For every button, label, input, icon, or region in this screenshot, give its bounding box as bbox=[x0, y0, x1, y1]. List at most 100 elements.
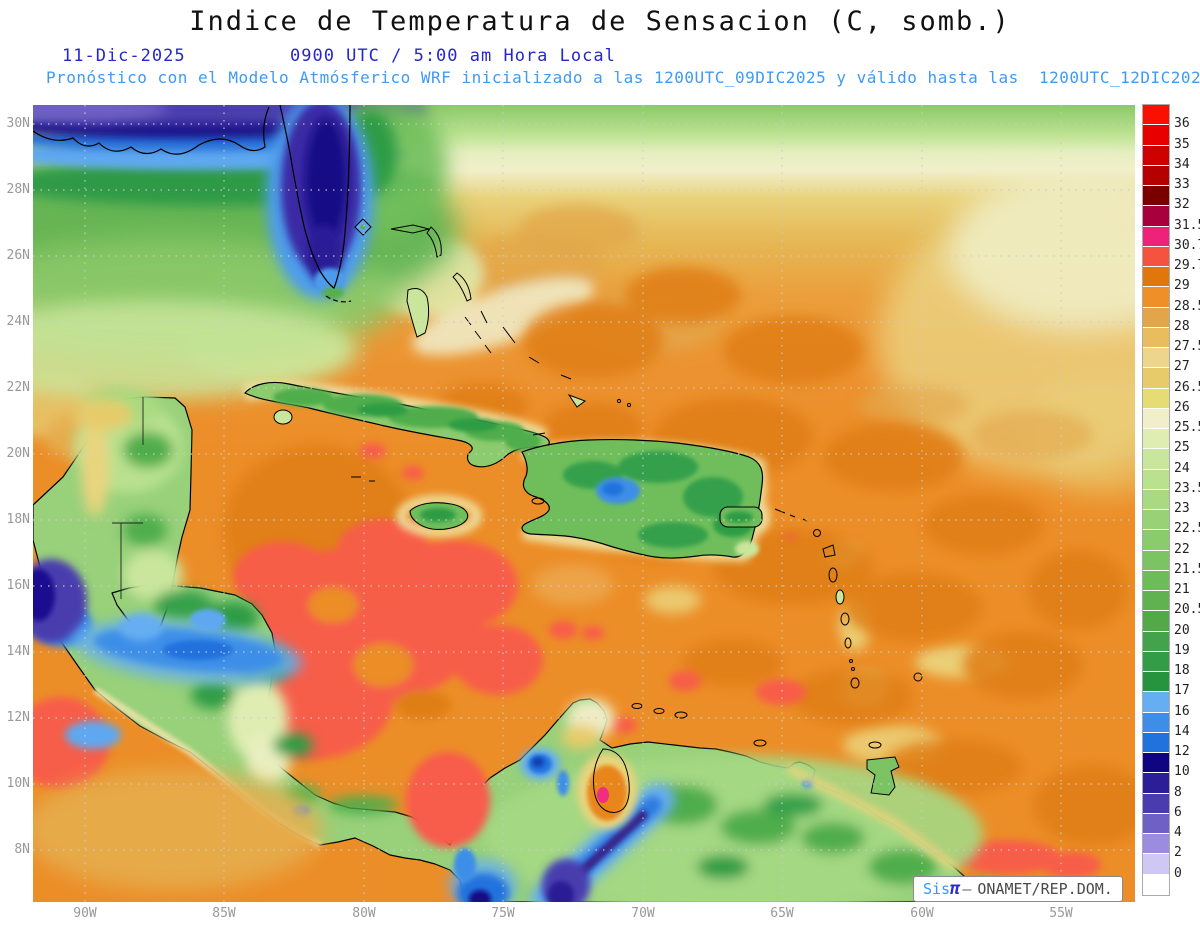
x-axis-label: 80W bbox=[352, 906, 376, 921]
x-axis-label: 75W bbox=[491, 906, 515, 921]
x-axis-label: 60W bbox=[910, 906, 934, 921]
colorbar-segment bbox=[1143, 692, 1169, 713]
colorbar-segment bbox=[1143, 388, 1169, 409]
colorbar-segment bbox=[1143, 145, 1169, 166]
colorbar-segment bbox=[1143, 550, 1169, 571]
credit-separator: – bbox=[962, 879, 972, 898]
colorbar-segment bbox=[1143, 834, 1169, 855]
pi-symbol: π bbox=[950, 878, 961, 899]
y-axis-label: 20N bbox=[6, 446, 30, 461]
model-run-note: Pronóstico con el Modelo Atmósferico WRF… bbox=[46, 68, 1200, 87]
map-canvas bbox=[33, 105, 1135, 902]
y-axis-label: 8N bbox=[14, 842, 30, 857]
colorbar-segment bbox=[1143, 449, 1169, 470]
landmass bbox=[33, 387, 1008, 902]
lake-maracaibo-hot-spot bbox=[577, 748, 637, 829]
colorbar-tick-label: 18 bbox=[1174, 663, 1190, 679]
y-axis-label: 16N bbox=[6, 578, 30, 593]
agency-name: ONAMET/REP.DOM. bbox=[977, 879, 1113, 898]
colorbar-tick-label: 29 bbox=[1174, 278, 1190, 294]
colorbar-tick-label: 26.5 bbox=[1174, 379, 1200, 395]
colorbar-tick-label: 22.5 bbox=[1174, 521, 1200, 537]
colorbar-segment bbox=[1143, 206, 1169, 227]
colorbar-segment bbox=[1143, 854, 1169, 875]
y-axis-label: 18N bbox=[6, 512, 30, 527]
isle-of-youth bbox=[273, 409, 293, 425]
colorbar-segment bbox=[1143, 651, 1169, 672]
colorbar-tick-label: 14 bbox=[1174, 723, 1190, 739]
colorbar-segment bbox=[1143, 773, 1169, 794]
colorbar-tick-label: 27 bbox=[1174, 359, 1190, 375]
colorbar-segment bbox=[1143, 226, 1169, 247]
colorbar-tick-label: 32 bbox=[1174, 197, 1190, 213]
y-axis-label: 22N bbox=[6, 380, 30, 395]
colorbar-segment bbox=[1143, 267, 1169, 288]
colorbar-segment bbox=[1143, 712, 1169, 733]
colorbar-segment bbox=[1143, 105, 1169, 126]
colorbar-segment bbox=[1143, 429, 1169, 450]
y-axis-label: 24N bbox=[6, 314, 30, 329]
x-axis-label: 85W bbox=[212, 906, 236, 921]
colorbar-tick-label: 20.5 bbox=[1174, 602, 1200, 618]
colorbar-segment bbox=[1143, 753, 1169, 774]
x-axis-label: 90W bbox=[73, 906, 97, 921]
colorbar-segment bbox=[1143, 813, 1169, 834]
colorbar-tick-label: 29.7 bbox=[1174, 258, 1200, 274]
y-axis-label: 14N bbox=[6, 644, 30, 659]
colorbar-tick-label: 35 bbox=[1174, 136, 1190, 152]
colorbar-segment bbox=[1143, 327, 1169, 348]
colorbar-tick-label: 25.5 bbox=[1174, 420, 1200, 436]
colorbar-tick-label: 25 bbox=[1174, 440, 1190, 456]
colorbar-segment bbox=[1143, 186, 1169, 207]
y-axis-label: 12N bbox=[6, 710, 30, 725]
y-axis-label: 28N bbox=[6, 182, 30, 197]
colorbar-tick-label: 28.5 bbox=[1174, 298, 1200, 314]
graticule-grid bbox=[33, 105, 1135, 902]
x-axis-label: 55W bbox=[1049, 906, 1073, 921]
political-borders bbox=[112, 397, 144, 599]
forecast-date: 11-Dic-2025 bbox=[62, 46, 186, 66]
colorbar-segment bbox=[1143, 489, 1169, 510]
colorbar-segment bbox=[1143, 368, 1169, 389]
colorbar-tick-label: 21 bbox=[1174, 582, 1190, 598]
credit-badge: Sis π – ONAMET/REP.DOM. bbox=[913, 876, 1123, 902]
coastlines bbox=[33, 105, 372, 303]
colorbar-tick-label: 17 bbox=[1174, 683, 1190, 699]
colorbar-segment bbox=[1143, 874, 1169, 895]
colorbar-tick-label: 22 bbox=[1174, 541, 1190, 557]
forecast-map bbox=[33, 105, 1135, 902]
colorbar-tick-label: 21.5 bbox=[1174, 561, 1200, 577]
colorbar-segment bbox=[1143, 570, 1169, 591]
x-axis-label: 65W bbox=[770, 906, 794, 921]
colorbar-tick-label: 0 bbox=[1174, 865, 1182, 881]
florida-cold-zone bbox=[266, 105, 374, 299]
colorbar-tick-label: 6 bbox=[1174, 804, 1182, 820]
colorbar-segment bbox=[1143, 469, 1169, 490]
colorbar-tick-label: 23.5 bbox=[1174, 480, 1200, 496]
warm-mottles-dark-orange bbox=[223, 267, 1135, 845]
colorbar-tick-label: 19 bbox=[1174, 642, 1190, 658]
colorbar-tick-label: 28 bbox=[1174, 318, 1190, 334]
colorbar-segment bbox=[1143, 307, 1169, 328]
colorbar-tick-label: 31.5 bbox=[1174, 217, 1200, 233]
colorbar-segment bbox=[1143, 793, 1169, 814]
colorbar-segment bbox=[1143, 672, 1169, 693]
colorbar-tick-label: 24 bbox=[1174, 460, 1190, 476]
colorbar-legend bbox=[1142, 104, 1170, 896]
colorbar-segment bbox=[1143, 165, 1169, 186]
colorbar-segment bbox=[1143, 591, 1169, 612]
page-title: Indice de Temperatura de Sensacion (C, s… bbox=[189, 6, 1011, 37]
product-name: Sis bbox=[923, 879, 951, 898]
y-axis-label: 10N bbox=[6, 776, 30, 791]
colorbar-segment bbox=[1143, 510, 1169, 531]
colorbar-tick-label: 27.5 bbox=[1174, 339, 1200, 355]
colorbar-tick-label: 10 bbox=[1174, 764, 1190, 780]
colorbar-segment bbox=[1143, 246, 1169, 267]
colorbar-segment bbox=[1143, 408, 1169, 429]
colorbar-segment bbox=[1143, 631, 1169, 652]
colorbar-tick-label: 2 bbox=[1174, 845, 1182, 861]
greater-antilles bbox=[244, 381, 764, 559]
colorbar-tick-label: 26 bbox=[1174, 399, 1190, 415]
y-axis-label: 26N bbox=[6, 248, 30, 263]
